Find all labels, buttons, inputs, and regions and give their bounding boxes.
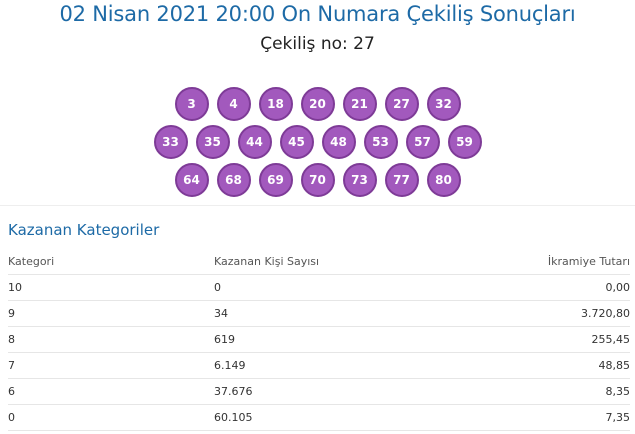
cell-winner-count: 6.149	[214, 352, 444, 379]
number-ball: 68	[216, 163, 251, 197]
page-title: 02 Nisan 2021 20:00 On Numara Çekiliş So…	[59, 2, 576, 26]
winners-table: Kategori Kazanan Kişi Sayısı İkramiye Tu…	[8, 248, 630, 431]
section-heading: Kazanan Kategoriler	[8, 221, 160, 239]
table-row: 7 6.149 48,85	[8, 352, 630, 379]
column-header-prize-amount: İkramiye Tutarı	[444, 248, 630, 275]
number-ball: 70	[300, 163, 335, 197]
cell-winner-count: 60.105	[214, 404, 444, 431]
table-row: 8 619 255,45	[8, 326, 630, 353]
drawn-numbers: 3 4 18 20 21 27 32 33 35 44 45 48 53 57 …	[0, 87, 635, 201]
draw-number: Çekiliş no: 27	[260, 34, 375, 54]
number-ball: 77	[384, 163, 419, 197]
cell-prize-amount: 3.720,80	[444, 300, 630, 327]
column-header-category: Kategori	[8, 248, 214, 275]
number-ball: 59	[447, 125, 482, 159]
cell-prize-amount: 8,35	[444, 378, 630, 405]
number-ball: 48	[321, 125, 356, 159]
number-ball: 4	[216, 87, 251, 121]
number-ball: 18	[258, 87, 293, 121]
table-header-row: Kategori Kazanan Kişi Sayısı İkramiye Tu…	[8, 248, 630, 275]
table-row: 10 0 0,00	[8, 274, 630, 301]
cell-winner-count: 37.676	[214, 378, 444, 405]
table-row: 9 34 3.720,80	[8, 300, 630, 327]
number-ball: 80	[426, 163, 461, 197]
cell-winner-count: 0	[214, 274, 444, 301]
ball-row-1: 3 4 18 20 21 27 32	[0, 87, 635, 121]
number-ball: 35	[195, 125, 230, 159]
ball-row-2: 33 35 44 45 48 53 57 59	[0, 125, 635, 159]
number-ball: 33	[153, 125, 188, 159]
number-ball: 53	[363, 125, 398, 159]
table-row: 0 60.105 7,35	[8, 404, 630, 431]
cell-prize-amount: 255,45	[444, 326, 630, 353]
cell-prize-amount: 7,35	[444, 404, 630, 431]
cell-category: 0	[8, 404, 214, 431]
number-ball: 3	[174, 87, 209, 121]
number-ball: 64	[174, 163, 209, 197]
column-header-winner-count: Kazanan Kişi Sayısı	[214, 248, 444, 275]
cell-category: 6	[8, 378, 214, 405]
ball-row-3: 64 68 69 70 73 77 80	[0, 163, 635, 197]
cell-category: 9	[8, 300, 214, 327]
number-ball: 45	[279, 125, 314, 159]
number-ball: 57	[405, 125, 440, 159]
cell-winner-count: 619	[214, 326, 444, 353]
cell-prize-amount: 0,00	[444, 274, 630, 301]
cell-winner-count: 34	[214, 300, 444, 327]
cell-category: 7	[8, 352, 214, 379]
number-ball: 20	[300, 87, 335, 121]
number-ball: 21	[342, 87, 377, 121]
number-ball: 44	[237, 125, 272, 159]
table-row: 6 37.676 8,35	[8, 378, 630, 405]
cell-prize-amount: 48,85	[444, 352, 630, 379]
cell-category: 10	[8, 274, 214, 301]
cell-category: 8	[8, 326, 214, 353]
number-ball: 73	[342, 163, 377, 197]
number-ball: 32	[426, 87, 461, 121]
number-ball: 27	[384, 87, 419, 121]
number-ball: 69	[258, 163, 293, 197]
section-divider	[0, 205, 635, 206]
